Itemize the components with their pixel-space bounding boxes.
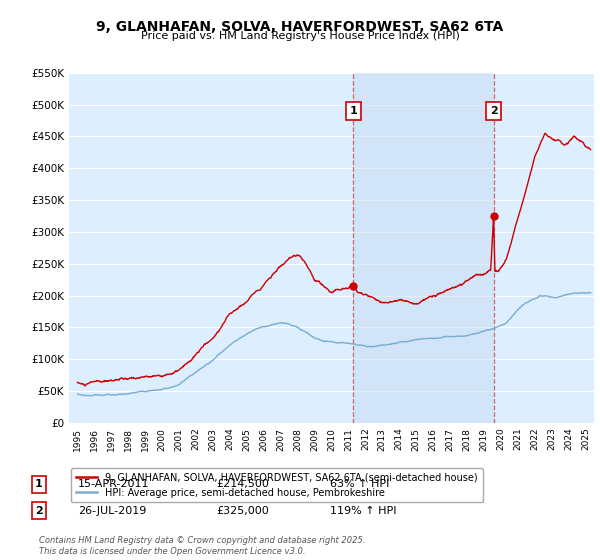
Text: 15-APR-2011: 15-APR-2011 <box>78 479 149 489</box>
Bar <box>353 73 494 423</box>
Text: £214,500: £214,500 <box>216 479 269 489</box>
Text: 2: 2 <box>490 106 497 116</box>
Text: 1: 1 <box>349 106 357 116</box>
Text: 1: 1 <box>35 479 43 489</box>
Text: 119% ↑ HPI: 119% ↑ HPI <box>330 506 397 516</box>
Text: 9, GLANHAFAN, SOLVA, HAVERFORDWEST, SA62 6TA: 9, GLANHAFAN, SOLVA, HAVERFORDWEST, SA62… <box>97 20 503 34</box>
Text: 2: 2 <box>35 506 43 516</box>
Legend: 9, GLANHAFAN, SOLVA, HAVERFORDWEST, SA62 6TA (semi-detached house), HPI: Average: 9, GLANHAFAN, SOLVA, HAVERFORDWEST, SA62… <box>71 468 483 502</box>
Text: Price paid vs. HM Land Registry's House Price Index (HPI): Price paid vs. HM Land Registry's House … <box>140 31 460 41</box>
Text: Contains HM Land Registry data © Crown copyright and database right 2025.
This d: Contains HM Land Registry data © Crown c… <box>39 536 365 556</box>
Text: 26-JUL-2019: 26-JUL-2019 <box>78 506 146 516</box>
Text: 63% ↑ HPI: 63% ↑ HPI <box>330 479 389 489</box>
Text: £325,000: £325,000 <box>216 506 269 516</box>
